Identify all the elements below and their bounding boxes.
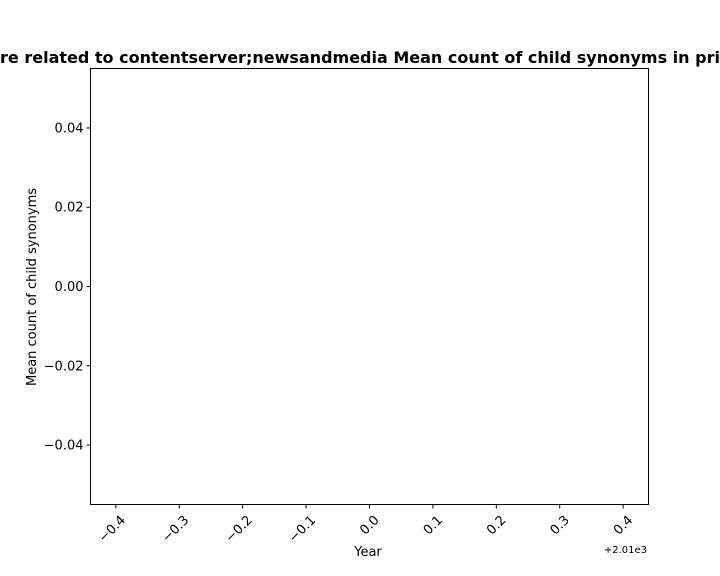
y-tick-label: 0.04 xyxy=(55,121,84,136)
y-tick-label: −0.04 xyxy=(44,439,84,454)
chart-title: re related to contentserver;newsandmedia… xyxy=(0,48,720,67)
x-axis-offset-label: +2.01e3 xyxy=(604,545,647,556)
x-axis-ticks: −0.4 −0.3 −0.2 −0.1 0.0 0.1 0.2 0.3 0.4 xyxy=(96,504,636,546)
x-tick-label: −0.1 xyxy=(286,513,319,546)
x-tick-label: 0.0 xyxy=(357,513,382,538)
x-tick-label: 0.4 xyxy=(611,513,636,538)
x-tick-label: 0.2 xyxy=(484,513,509,538)
plot-area xyxy=(90,68,649,505)
y-axis-label: Mean count of child synonyms xyxy=(25,188,40,386)
x-tick-label: 0.3 xyxy=(548,513,573,538)
x-tick-label: −0.4 xyxy=(96,513,129,546)
x-tick-label: −0.3 xyxy=(159,513,192,546)
y-tick-label: 0.00 xyxy=(55,280,84,295)
y-axis-ticks: 0.04 0.02 0.00 −0.02 −0.04 xyxy=(44,121,91,454)
y-tick-label: −0.02 xyxy=(44,359,84,374)
y-tick-label: 0.02 xyxy=(55,201,84,216)
x-tick-label: −0.2 xyxy=(223,513,256,546)
x-axis-label: Year xyxy=(353,545,382,560)
x-tick-label: 0.1 xyxy=(421,513,446,538)
